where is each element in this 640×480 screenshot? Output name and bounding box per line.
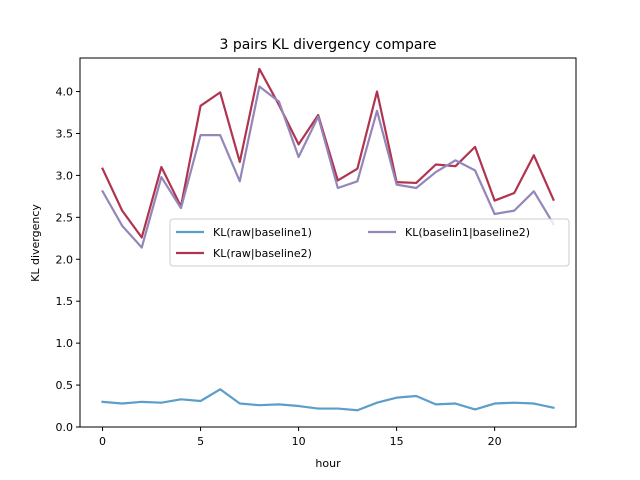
x-tick-label: 0 (99, 435, 106, 448)
series-line-2 (101, 67, 555, 239)
axes-frame (79, 57, 577, 428)
series-line-1 (101, 388, 555, 412)
y-tick-label: 2.5 (56, 211, 74, 224)
legend: KL(raw|baseline1) KL(raw|baseline2) KL(bas… (169, 218, 570, 267)
y-tick-label: 4.0 (56, 86, 74, 99)
y-tick-label: 1.0 (56, 337, 74, 350)
x-tick-label: 20 (488, 435, 502, 448)
y-axis-label: KL divergency (29, 204, 42, 282)
legend-label-2: KL(raw|baseline2) (213, 247, 312, 260)
x-axis-label: hour (315, 457, 341, 470)
x-tick-label: 10 (292, 435, 306, 448)
x-tick-label: 15 (390, 435, 404, 448)
series-line-3 (101, 85, 555, 249)
y-tick-label: 3.0 (56, 169, 74, 182)
legend-label-3: KL(baselin1|baseline2) (405, 226, 530, 239)
legend-label-1: KL(raw|baseline1) (213, 226, 312, 239)
y-tick-label: 0.0 (56, 421, 74, 434)
chart-title: 3 pairs KL divergency compare (219, 37, 436, 53)
y-tick-label: 0.5 (56, 379, 74, 392)
y-axis: 0.0 0.5 1.0 1.5 2.0 2.5 3.0 3.5 4.0 (56, 86, 80, 434)
x-axis: 0 5 10 15 20 (99, 427, 502, 448)
y-tick-label: 2.0 (56, 253, 74, 266)
y-tick-label: 3.5 (56, 127, 74, 140)
plot-area (101, 67, 555, 412)
legend-box (169, 218, 570, 267)
y-tick-label: 1.5 (56, 295, 74, 308)
x-tick-label: 5 (197, 435, 204, 448)
